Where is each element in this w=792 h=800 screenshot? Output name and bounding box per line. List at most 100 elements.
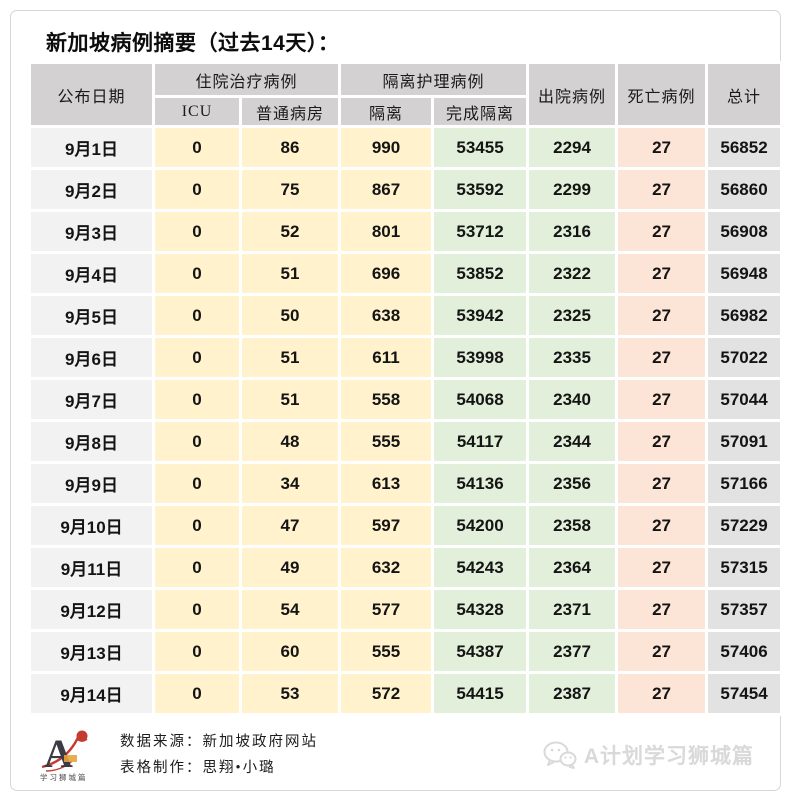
cell-completed: 54068 <box>434 380 527 419</box>
cell-date: 9月3日 <box>31 212 152 251</box>
cell-isolation: 867 <box>341 170 432 209</box>
cell-icu: 0 <box>155 380 239 419</box>
page-title: 新加坡病例摘要（过去14天）： <box>46 32 340 55</box>
cell-ward: 51 <box>242 338 339 377</box>
table-row: 9月5日 0 50 638 53942 2325 27 56982 <box>31 296 781 335</box>
footer: A 学习狮城篇 数据来源：新加坡政府网站 表格制作：思翔•小璐 A计划学习狮城篇 <box>36 724 758 786</box>
cell-completed: 54415 <box>434 674 527 713</box>
cell-isolation: 801 <box>341 212 432 251</box>
cell-deaths: 27 <box>618 506 706 545</box>
logo-letter: A <box>44 731 73 776</box>
cell-icu: 0 <box>155 296 239 335</box>
cell-discharged: 2356 <box>529 464 616 503</box>
header-isolation: 隔离 <box>341 98 432 125</box>
cell-ward: 52 <box>242 212 339 251</box>
cell-discharged: 2325 <box>529 296 616 335</box>
table-body: 9月1日 0 86 990 53455 2294 27 56852 9月2日 0 75 867 5359… <box>31 128 781 713</box>
cell-ward: 86 <box>242 128 339 167</box>
cell-total: 56852 <box>708 128 781 167</box>
cell-ward: 60 <box>242 632 339 671</box>
cell-deaths: 27 <box>618 674 706 713</box>
cell-isolation: 613 <box>341 464 432 503</box>
cell-discharged: 2344 <box>529 422 616 461</box>
cell-total: 57091 <box>708 422 781 461</box>
cell-icu: 0 <box>155 632 239 671</box>
cell-discharged: 2364 <box>529 548 616 587</box>
logo-caption: 学习狮城篇 <box>40 772 88 782</box>
cell-completed: 54387 <box>434 632 527 671</box>
table-row: 9月9日 0 34 613 54136 2356 27 57166 <box>31 464 781 503</box>
cell-isolation: 572 <box>341 674 432 713</box>
table-row: 9月1日 0 86 990 53455 2294 27 56852 <box>31 128 781 167</box>
cell-completed: 53592 <box>434 170 527 209</box>
credit-line: 表格制作：思翔•小璐 <box>120 760 276 776</box>
source-lines: 数据来源：新加坡政府网站 表格制作：思翔•小璐 <box>120 729 318 781</box>
cell-date: 9月1日 <box>31 128 152 167</box>
cell-total: 57406 <box>708 632 781 671</box>
wechat-icon <box>543 741 577 769</box>
cell-deaths: 27 <box>618 170 706 209</box>
cell-deaths: 27 <box>618 254 706 293</box>
watermark: A计划学习狮城篇 <box>543 740 758 770</box>
cell-discharged: 2377 <box>529 632 616 671</box>
cell-total: 56982 <box>708 296 781 335</box>
cell-icu: 0 <box>155 548 239 587</box>
cell-icu: 0 <box>155 464 239 503</box>
cell-icu: 0 <box>155 338 239 377</box>
cell-discharged: 2371 <box>529 590 616 629</box>
cell-completed: 53455 <box>434 128 527 167</box>
cell-deaths: 27 <box>618 590 706 629</box>
cell-isolation: 577 <box>341 590 432 629</box>
cell-date: 9月11日 <box>31 548 152 587</box>
cell-isolation: 632 <box>341 548 432 587</box>
cell-isolation: 555 <box>341 632 432 671</box>
cell-deaths: 27 <box>618 632 706 671</box>
cell-date: 9月4日 <box>31 254 152 293</box>
table-row: 9月8日 0 48 555 54117 2344 27 57091 <box>31 422 781 461</box>
cell-icu: 0 <box>155 590 239 629</box>
table-header: 公布日期 住院治疗病例 隔离护理病例 出院病例 死亡病例 总计 ICU 普通病房… <box>31 64 781 125</box>
cell-isolation: 638 <box>341 296 432 335</box>
cell-total: 56908 <box>708 212 781 251</box>
table-row: 9月7日 0 51 558 54068 2340 27 57044 <box>31 380 781 419</box>
cell-discharged: 2294 <box>529 128 616 167</box>
cell-discharged: 2316 <box>529 212 616 251</box>
cell-date: 9月5日 <box>31 296 152 335</box>
header-total: 总计 <box>708 64 781 125</box>
cell-deaths: 27 <box>618 296 706 335</box>
case-summary-table: 公布日期 住院治疗病例 隔离护理病例 出院病例 死亡病例 总计 ICU 普通病房… <box>28 61 784 716</box>
cell-isolation: 611 <box>341 338 432 377</box>
cell-ward: 34 <box>242 464 339 503</box>
cell-total: 56948 <box>708 254 781 293</box>
cell-icu: 0 <box>155 674 239 713</box>
cell-icu: 0 <box>155 422 239 461</box>
cell-icu: 0 <box>155 170 239 209</box>
cell-isolation: 558 <box>341 380 432 419</box>
cell-date: 9月7日 <box>31 380 152 419</box>
header-isolation-group: 隔离护理病例 <box>341 64 527 95</box>
cell-deaths: 27 <box>618 548 706 587</box>
table-row: 9月4日 0 51 696 53852 2322 27 56948 <box>31 254 781 293</box>
cell-isolation: 555 <box>341 422 432 461</box>
cell-deaths: 27 <box>618 422 706 461</box>
header-hospitalized-group: 住院治疗病例 <box>155 64 339 95</box>
brand-logo: A 学习狮城篇 <box>40 730 88 782</box>
cell-deaths: 27 <box>618 212 706 251</box>
cell-date: 9月14日 <box>31 674 152 713</box>
cell-discharged: 2299 <box>529 170 616 209</box>
cell-date: 9月8日 <box>31 422 152 461</box>
cell-icu: 0 <box>155 128 239 167</box>
cell-deaths: 27 <box>618 464 706 503</box>
cell-ward: 54 <box>242 590 339 629</box>
cell-ward: 53 <box>242 674 339 713</box>
cell-completed: 54200 <box>434 506 527 545</box>
table-row: 9月10日 0 47 597 54200 2358 27 57229 <box>31 506 781 545</box>
cell-date: 9月13日 <box>31 632 152 671</box>
table-row: 9月3日 0 52 801 53712 2316 27 56908 <box>31 212 781 251</box>
cell-completed: 54328 <box>434 590 527 629</box>
cell-discharged: 2358 <box>529 506 616 545</box>
table-row: 9月2日 0 75 867 53592 2299 27 56860 <box>31 170 781 209</box>
cell-total: 57166 <box>708 464 781 503</box>
cell-icu: 0 <box>155 254 239 293</box>
table-row: 9月11日 0 49 632 54243 2364 27 57315 <box>31 548 781 587</box>
